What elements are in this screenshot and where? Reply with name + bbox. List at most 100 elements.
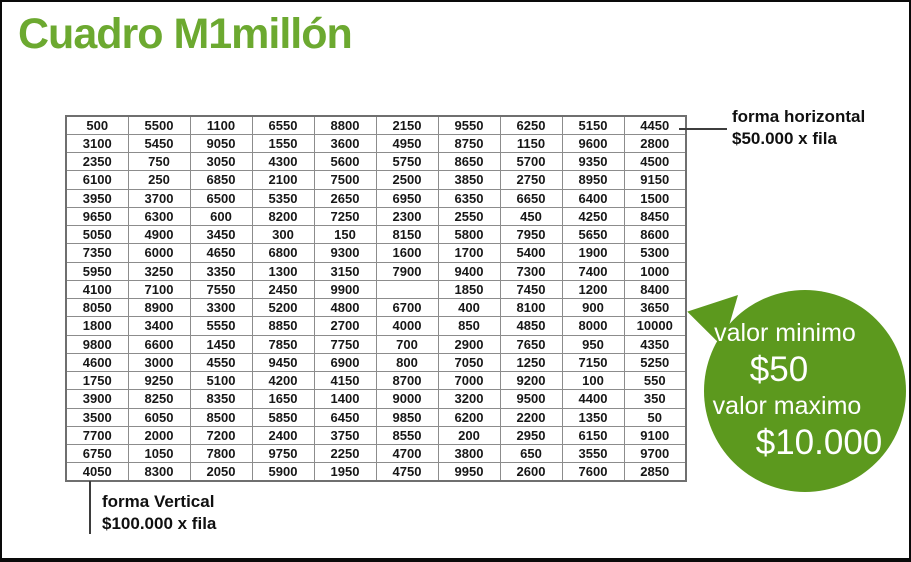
number-cell: 2350 xyxy=(65,151,129,172)
number-cell: 9800 xyxy=(65,334,129,354)
number-cell: 6700 xyxy=(375,297,439,318)
number-cell: 4250 xyxy=(561,206,625,227)
number-cell: 3950 xyxy=(65,188,129,208)
max-value: $10.000 xyxy=(755,423,883,463)
table-row: 6100 250 6850 2100 7500 2500 3850 2750 8950 9150 xyxy=(65,170,687,190)
number-cell: 5350 xyxy=(251,188,315,208)
table-row: 9650 6300 600 8200 7250 2300 2550 450 4250 8450 xyxy=(65,206,687,227)
number-cell: 3250 xyxy=(127,261,191,281)
number-cell: 8800 xyxy=(313,115,377,135)
number-cell: 9550 xyxy=(437,115,501,135)
number-cell: 950 xyxy=(561,334,625,354)
number-cell: 7600 xyxy=(561,462,625,482)
number-cell: 9350 xyxy=(561,151,625,172)
number-cell: 5950 xyxy=(65,261,129,281)
table-row: 1750 9250 5100 4200 4150 8700 7000 9200 100 550 xyxy=(65,370,687,391)
number-cell: 2050 xyxy=(189,462,253,482)
number-cell: 4800 xyxy=(313,297,377,318)
horizontal-annotation-subtitle: $50.000 x fila xyxy=(732,129,837,149)
number-cell: 2700 xyxy=(313,316,377,336)
number-cell: 3050 xyxy=(189,151,253,172)
number-cell: 1600 xyxy=(375,243,439,263)
number-cell: 3150 xyxy=(313,261,377,281)
number-cell: 3850 xyxy=(437,170,501,190)
number-cell: 7200 xyxy=(189,425,253,446)
number-cell: 8100 xyxy=(499,297,563,318)
number-cell: 2550 xyxy=(437,206,501,227)
number-cell: 4100 xyxy=(65,279,129,300)
number-cell: 4550 xyxy=(189,352,253,373)
number-cell: 6100 xyxy=(65,170,129,190)
table-row: 4100 7100 7550 2450 9900 1850 7450 1200 8400 xyxy=(65,279,687,300)
number-cell: 2000 xyxy=(127,425,191,446)
number-cell: 7950 xyxy=(499,224,563,245)
number-cell: 1950 xyxy=(313,462,377,482)
number-cell: 6800 xyxy=(251,243,315,263)
number-cell: 2500 xyxy=(375,170,439,190)
number-cell: 300 xyxy=(251,224,315,245)
number-cell: 8250 xyxy=(127,389,191,409)
number-cell: 9400 xyxy=(437,261,501,281)
number-cell: 9850 xyxy=(375,407,439,427)
number-cell: 6650 xyxy=(499,188,563,208)
number-cell: 2750 xyxy=(499,170,563,190)
min-value: $50 xyxy=(749,350,809,389)
number-cell: 4700 xyxy=(375,443,439,464)
value-range-bubble: valor minimo $50 valor maximo $10.000 xyxy=(704,290,906,492)
number-cell: 5200 xyxy=(251,297,315,318)
number-cell: 9100 xyxy=(623,425,687,446)
number-cell: 1300 xyxy=(251,261,315,281)
number-cell: 8050 xyxy=(65,297,129,318)
horizontal-annotation-title: forma horizontal xyxy=(732,107,866,126)
number-cell: 4850 xyxy=(499,316,563,336)
number-cell: 7650 xyxy=(499,334,563,354)
number-cell: 8150 xyxy=(375,224,439,245)
number-cell: 9500 xyxy=(499,389,563,409)
number-cell: 6850 xyxy=(189,170,253,190)
number-cell: 750 xyxy=(127,151,191,172)
number-cell: 6300 xyxy=(127,206,191,227)
number-cell: 200 xyxy=(437,425,501,446)
number-cell: 6900 xyxy=(313,352,377,373)
number-cell: 4600 xyxy=(65,352,129,373)
number-cell: 7150 xyxy=(561,352,625,373)
number-cell: 5450 xyxy=(127,133,191,154)
number-cell: 7350 xyxy=(65,243,129,263)
number-cell: 2300 xyxy=(375,206,439,227)
table-row: 7700 2000 7200 2400 3750 8550 200 2950 6150 9100 xyxy=(65,425,687,446)
number-cell: 7550 xyxy=(189,279,253,300)
number-cell: 5600 xyxy=(313,151,377,172)
table-row: 3950 3700 6500 5350 2650 6950 6350 6650 6400 1500 xyxy=(65,188,687,208)
table-row: 5950 3250 3350 1300 3150 7900 9400 7300 7400 1000 xyxy=(65,261,687,281)
number-cell: 2150 xyxy=(375,115,439,135)
number-cell: 1850 xyxy=(437,279,501,300)
number-cell: 4750 xyxy=(375,462,439,482)
table-row: 4600 3000 4550 9450 6900 800 7050 1250 7150 5250 xyxy=(65,352,687,373)
number-cell: 1050 xyxy=(127,443,191,464)
table-row: 9800 6600 1450 7850 7750 700 2900 7650 950 4350 xyxy=(65,334,687,354)
number-cell: 8500 xyxy=(189,407,253,427)
number-cell: 5050 xyxy=(65,224,129,245)
number-cell: 5300 xyxy=(623,243,687,263)
number-cell: 3100 xyxy=(65,133,129,154)
number-cell: 8700 xyxy=(375,370,439,391)
number-cell: 4500 xyxy=(623,151,687,172)
number-cell: 7300 xyxy=(499,261,563,281)
number-cell: 500 xyxy=(65,115,129,135)
vertical-annotation-title: forma Vertical xyxy=(102,492,215,511)
number-cell: 3400 xyxy=(127,316,191,336)
number-cell: 3800 xyxy=(437,443,501,464)
number-cell: 6400 xyxy=(561,188,625,208)
number-cell: 5800 xyxy=(437,224,501,245)
number-cell: 8000 xyxy=(561,316,625,336)
number-cell: 3600 xyxy=(313,133,377,154)
number-cell: 6950 xyxy=(375,188,439,208)
number-cell: 3300 xyxy=(189,297,253,318)
number-cell: 1500 xyxy=(623,188,687,208)
table-row: 4050 8300 2050 5900 1950 4750 9950 2600 7600 2850 xyxy=(65,462,687,482)
number-cell: 2250 xyxy=(313,443,377,464)
number-cell: 7850 xyxy=(251,334,315,354)
number-cell: 4650 xyxy=(189,243,253,263)
number-cell: 5250 xyxy=(623,352,687,373)
number-cell: 3550 xyxy=(561,443,625,464)
